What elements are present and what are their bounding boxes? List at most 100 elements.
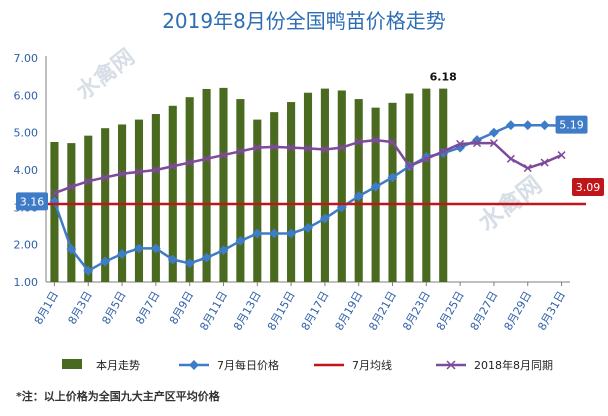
series-point [405, 162, 414, 171]
y-tick-label: 2.00 [14, 239, 39, 252]
bar [405, 93, 414, 282]
x-tick-label: 8月21日 [366, 289, 399, 333]
x-tick-label: 8月17日 [299, 289, 332, 333]
legend-label: 7月均线 [352, 358, 392, 372]
bar [439, 88, 448, 282]
series-point [185, 158, 194, 167]
data-label-box [572, 177, 604, 196]
x-tick-label: 8月15日 [265, 289, 298, 333]
data-label-box [555, 115, 588, 134]
bar [219, 87, 228, 282]
x-tick-label: 8月27日 [468, 289, 501, 333]
bar [253, 119, 262, 282]
legend-swatch [62, 359, 82, 369]
legend-label: 2018年8月同期 [474, 358, 553, 372]
y-tick-label: 5.00 [14, 127, 39, 140]
series-point [253, 143, 262, 152]
series-point [539, 120, 550, 131]
series-point [150, 243, 161, 254]
bar [270, 112, 279, 282]
bar [320, 88, 329, 282]
bar [371, 107, 380, 282]
series-point [84, 177, 93, 186]
footnote: *注：以上价格为全国九大主产区平均价格 [16, 389, 221, 403]
series-point [387, 172, 398, 183]
series-point [337, 143, 346, 152]
series-point [489, 139, 498, 148]
series-point [303, 222, 313, 233]
x-tick-label: 8月19日 [333, 289, 366, 333]
chart-title: 2019年8月份全国鸭苗价格走势 [162, 9, 446, 33]
data-labels: 6.18 3.16 5.19 3.09 [16, 71, 604, 211]
y-tick-label: 7.00 [14, 52, 39, 65]
data-label: 3.16 [20, 195, 45, 208]
series-point [219, 151, 228, 160]
bar [84, 135, 93, 282]
bar-series [50, 87, 448, 282]
y-tick-label: 6.00 [14, 89, 39, 102]
series-point [319, 213, 330, 224]
series-point [236, 147, 245, 156]
bar [388, 102, 397, 282]
watermark-text: 水禽网 [72, 44, 140, 105]
series-point [134, 243, 144, 254]
series-point [422, 154, 431, 163]
x-tick-label: 8月25日 [434, 289, 467, 333]
bar [337, 90, 346, 282]
bar [168, 105, 177, 282]
bar [202, 88, 211, 282]
x-tick-label: 8月23日 [400, 289, 433, 333]
series-point [269, 228, 280, 239]
legend-marker [446, 360, 456, 370]
series-point [371, 136, 380, 145]
x-tick-label: 8月29日 [502, 289, 535, 333]
bar [134, 119, 144, 282]
series-point [439, 147, 448, 156]
series-point [167, 254, 178, 265]
x-tick-label: 8月9日 [167, 289, 196, 327]
series-point [522, 120, 533, 131]
bar [151, 114, 160, 282]
series-point [354, 137, 363, 147]
series-point [505, 120, 516, 131]
x-tick-label: 8月1日 [32, 289, 61, 327]
x-tick-label: 8月31日 [535, 289, 568, 333]
series-point [370, 181, 381, 192]
data-label: 3.09 [576, 181, 601, 194]
series-point [235, 235, 246, 246]
bar [303, 92, 313, 282]
legend-label: 本月走势 [96, 358, 140, 372]
y-tick-label: 1.00 [14, 276, 39, 289]
series-point [523, 164, 532, 173]
series-point [557, 151, 566, 160]
series-point [184, 258, 195, 269]
bar [185, 97, 194, 282]
bar [422, 88, 431, 282]
series-point [168, 162, 177, 171]
x-tick-label: 8月13日 [231, 289, 264, 333]
series-point [286, 228, 297, 239]
series-point [303, 144, 313, 153]
legend: 本月走势 7月每日价格 7月均线 2018年8月同期 [62, 358, 553, 372]
x-tick-label: 8月7日 [133, 289, 162, 327]
bar [236, 99, 245, 282]
series-point [66, 244, 77, 255]
series-point [67, 182, 76, 191]
series-point [506, 154, 515, 163]
series-point [101, 173, 110, 182]
series-point [287, 143, 296, 152]
series-point [540, 158, 549, 167]
series-point [488, 127, 499, 138]
series-point [270, 142, 279, 151]
series-point [151, 165, 160, 175]
series-point [388, 137, 397, 147]
x-tick-label: 8月11日 [197, 289, 230, 333]
legend-label: 7月每日价格 [217, 358, 279, 372]
series-point [118, 169, 127, 178]
bar [287, 102, 296, 282]
data-label: 6.18 [430, 71, 457, 84]
x-tick-label: 8月5日 [99, 289, 128, 327]
series-point [218, 245, 229, 256]
